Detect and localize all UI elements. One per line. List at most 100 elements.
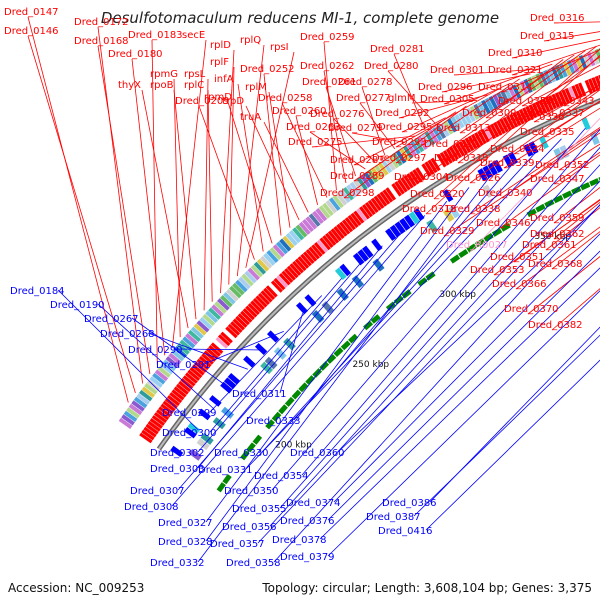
forward-strand-ring-segment [544, 96, 554, 111]
cog-ring-outer-segment [515, 82, 526, 97]
cog-ring-outer-segment [133, 396, 148, 409]
reverse-label-connector [57, 289, 199, 430]
gc-skew-ring-segment [240, 450, 250, 461]
forward-label-connector [263, 73, 282, 236]
forward-gene-label: Dred_0304 [394, 172, 449, 183]
cog-ring-outer-segment [446, 118, 458, 133]
forward-label-connector [228, 66, 235, 285]
forward-gene-label: Dred_0183 [128, 30, 183, 41]
forward-label-connector [263, 121, 309, 213]
forward-strand-ring-segment [522, 107, 532, 122]
cog-ring-outer-segment [473, 103, 484, 118]
forward-gene-label: rpmD [204, 92, 232, 103]
forward-gene-label: Dred_0335 [520, 127, 575, 138]
forward-strand-ring-segment [230, 321, 243, 334]
forward-strand-ring-segment [430, 157, 441, 172]
gc-skew-ring-segment [298, 382, 309, 393]
cog-ring-outer-segment [511, 84, 522, 99]
reverse-gene-label: Dred_0331 [198, 465, 253, 476]
forward-strand-ring-segment [370, 197, 382, 211]
reverse-strand-ring-segment [198, 408, 211, 421]
forward-strand-ring-segment [341, 219, 354, 233]
forward-gene-label: Dred_0313 [436, 123, 491, 134]
forward-strand-ring-segment [313, 242, 326, 255]
reverse-strand-ring-segment [295, 302, 308, 315]
cog-ring-outer-segment [388, 154, 400, 169]
reverse-gene-label: Dred_0303 [150, 464, 205, 475]
forward-label-connector [323, 70, 347, 184]
reverse-label-connector [205, 187, 470, 542]
forward-strand-ring-segment [319, 237, 331, 251]
reverse-gene-label: Dred_0308 [124, 502, 179, 513]
reverse-label-connector [271, 128, 586, 491]
forward-strand-ring-segment [336, 223, 348, 237]
cog-ring-outer-segment [325, 200, 338, 214]
gc-skew-ring-segment [393, 295, 404, 305]
reverse-label-connector [203, 331, 284, 365]
gc-skew-ring-segment [216, 482, 226, 493]
reverse-gene-label: Dred_0290 [128, 345, 183, 356]
cog-ring-outer-segment [214, 301, 227, 314]
forward-strand-ring-segment [339, 221, 351, 235]
forward-strand-ring-segment [439, 151, 450, 166]
gc-skew-ring-segment [291, 389, 302, 400]
forward-strand-ring-segment [173, 386, 187, 398]
forward-gene-label: Dred_0278 [338, 77, 393, 88]
cog-ring-outer-segment [208, 307, 222, 320]
forward-strand-ring-segment [406, 173, 417, 187]
gc-skew-ring-segment [326, 354, 337, 364]
forward-strand-ring-segment [403, 175, 414, 189]
gc-skew-ring-segment [265, 419, 275, 430]
forward-gene-label: rplD [210, 40, 231, 51]
forward-strand-ring-segment [187, 369, 201, 382]
forward-label-connector [27, 35, 136, 394]
forward-gene-label: Dred_0276 [310, 109, 365, 120]
reverse-label-connector [301, 128, 600, 476]
cog-ring-outer-segment [196, 320, 210, 333]
forward-strand-ring-segment [232, 318, 246, 331]
forward-label-connector [325, 86, 356, 177]
cog-ring-outer-segment [241, 273, 254, 287]
forward-strand-ring-segment [353, 210, 365, 224]
forward-strand-ring-segment [554, 92, 564, 107]
cog-ring-outer-segment [322, 202, 334, 217]
reverse-strand-ring-segment [339, 263, 352, 277]
forward-strand-ring-segment [305, 249, 318, 262]
forward-strand-ring-segment [278, 272, 291, 286]
cog-ring-outer-segment [308, 213, 321, 227]
forward-gene-label: Dred_0339 [480, 158, 535, 169]
forward-gene-label: Dred_0309 [462, 108, 517, 119]
forward-label-connector [457, 56, 600, 164]
cog-ring-outer-segment [359, 174, 372, 188]
cog-ring-outer-segment [384, 157, 396, 171]
cog-ring-inner-segment [260, 361, 274, 375]
gc-skew-ring-segment [305, 375, 316, 386]
gc-skew-ring-segment [252, 434, 263, 445]
cog-ring-outer-segment [488, 95, 499, 111]
forward-strand-ring-segment [470, 133, 481, 148]
cog-ring-outer-segment [353, 179, 365, 193]
gc-skew-ring-segment [580, 182, 591, 191]
forward-strand-ring-segment [178, 380, 192, 393]
forward-strand-ring-segment [325, 232, 337, 246]
reverse-gene-label: Dred_0307 [130, 486, 185, 497]
forward-strand-ring-segment [412, 169, 423, 183]
kbp-tick-label: 350 kbp [534, 232, 571, 242]
forward-strand-ring-segment [208, 345, 221, 357]
forward-strand-ring-segment [215, 336, 229, 349]
cog-ring-outer-segment [168, 352, 182, 365]
cog-ring-outer-segment [187, 329, 201, 342]
gc-skew-ring-segment [278, 404, 288, 415]
cog-ring-outer-segment [223, 291, 236, 305]
cog-ring-outer-segment [263, 252, 276, 266]
cog-ring-outer-segment [250, 264, 264, 278]
forward-label-connector [499, 154, 600, 229]
forward-strand-ring-segment [367, 199, 379, 214]
forward-label-connector [513, 100, 600, 155]
forward-gene-label: rpmG [150, 69, 178, 80]
forward-gene-label: secE [182, 30, 205, 41]
reverse-label-connector [257, 180, 600, 544]
forward-strand-ring-segment [196, 358, 210, 371]
reverse-gene-label: Dred_0360 [290, 448, 345, 459]
